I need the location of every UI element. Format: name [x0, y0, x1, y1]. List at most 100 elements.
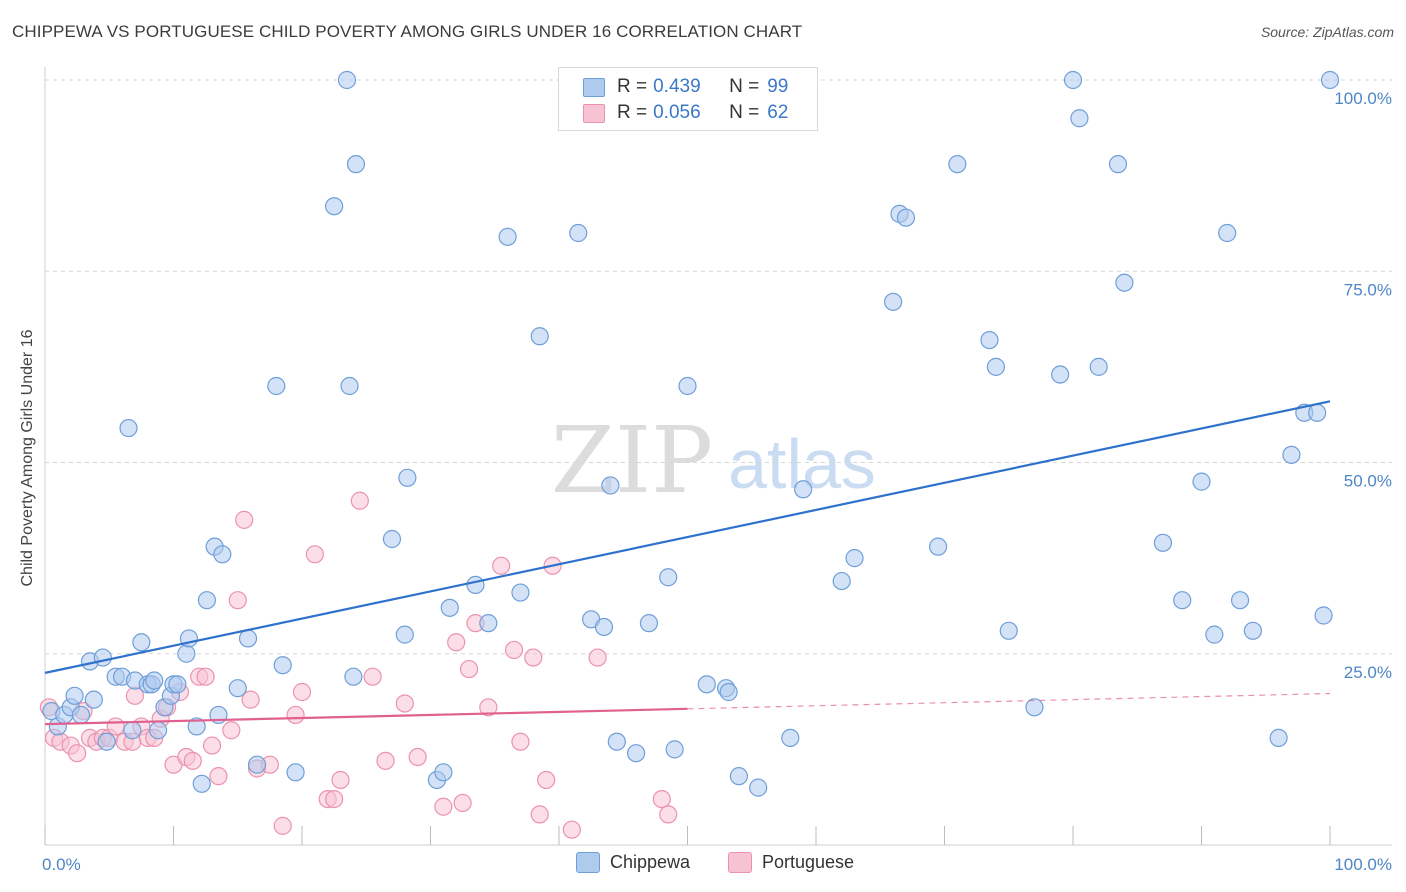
chippewa-point-8: [93, 648, 112, 667]
chippewa-point-60: [639, 614, 659, 633]
portuguese-point-35: [292, 682, 312, 702]
chippewa-point-52: [511, 583, 530, 602]
portuguese-point-42: [376, 751, 395, 770]
portuguese-point-45: [434, 797, 453, 816]
n-value-portuguese: 62: [767, 102, 789, 123]
correlation-legend: R = 0.439 N = 99 R = 0.056 N = 62: [558, 67, 818, 131]
chippewa-point-53: [530, 327, 549, 346]
chippewa-point-23: [168, 675, 187, 694]
chippewa-point-63: [678, 376, 697, 396]
n-label: N =: [729, 76, 760, 97]
y-tick-label-50: 50.0%: [1344, 472, 1392, 491]
chippewa-point-15: [132, 633, 151, 652]
chippewa-point-48: [440, 598, 459, 617]
portuguese-point-39: [331, 770, 350, 790]
chippewa-trend-line: [44, 400, 1331, 674]
chippewa-point-81: [1025, 698, 1044, 717]
chippewa-point-49: [466, 575, 485, 595]
portuguese-legend-swatch: [728, 852, 752, 873]
portuguese-point-41: [363, 667, 382, 686]
chippewa-point-13: [123, 721, 142, 740]
chippewa-point-12: [119, 418, 138, 438]
chippewa-point-88: [1153, 533, 1173, 552]
chippewa-point-71: [832, 571, 851, 591]
chippewa-point-90: [1192, 472, 1211, 491]
r-label: R =: [617, 102, 648, 123]
portuguese-point-29: [235, 510, 254, 529]
chippewa-point-42: [346, 155, 366, 174]
portuguese-point-56: [537, 770, 556, 790]
chippewa-point-82: [1051, 365, 1070, 384]
portuguese-point-22: [183, 751, 202, 770]
chippewa-legend-swatch: [576, 852, 600, 873]
portuguese-point-36: [305, 545, 324, 564]
chippewa-swatch: [583, 78, 605, 97]
chippewa-point-59: [626, 744, 646, 763]
chippewa-point-77: [948, 155, 967, 174]
legend-row-portuguese: R = 0.056 N = 62: [583, 100, 789, 126]
chippewa-point-26: [187, 717, 206, 736]
legend-row-chippewa: R = 0.439 N = 99: [583, 74, 789, 100]
legend-item-portuguese: Portuguese: [728, 852, 854, 873]
chippewa-point-92: [1218, 223, 1237, 243]
n-value-chippewa: 99: [767, 76, 789, 97]
legend-item-chippewa: Chippewa: [576, 852, 690, 873]
chippewa-point-93: [1230, 591, 1250, 610]
portuguese-point-30: [241, 690, 260, 709]
portuguese-point-55: [530, 805, 549, 824]
chippewa-point-19: [148, 721, 168, 740]
chippewa-point-38: [325, 197, 344, 216]
chippewa-point-78: [980, 331, 999, 350]
portuguese-point-24: [196, 667, 215, 686]
x-tick-label-right: 100.0%: [1334, 855, 1392, 874]
portuguese-point-26: [209, 767, 228, 786]
portuguese-point-10: [106, 717, 125, 736]
chippewa-point-80: [999, 621, 1018, 640]
chippewa-point-73: [883, 292, 903, 311]
series-legend: Chippewa Portuguese: [0, 852, 1406, 876]
chippewa-point-99: [1314, 606, 1333, 625]
chippewa-point-58: [607, 732, 626, 751]
chippewa-point-28: [197, 591, 217, 610]
chippewa-point-96: [1282, 445, 1301, 464]
chippewa-point-79: [986, 357, 1006, 376]
portuguese-point-59: [588, 648, 607, 667]
portuguese-point-51: [492, 556, 511, 575]
chippewa-point-32: [228, 679, 247, 698]
chippewa-point-33: [238, 629, 258, 648]
chippewa-point-47: [434, 763, 453, 782]
chippewa-point-7: [84, 690, 103, 709]
chippewa-point-98: [1308, 403, 1327, 422]
chippewa-point-86: [1108, 155, 1128, 174]
chippewa-point-41: [344, 667, 363, 686]
chippewa-point-34: [247, 755, 267, 774]
chippewa-point-36: [273, 656, 292, 675]
chippewa-point-76: [928, 537, 948, 556]
chippewa-point-40: [340, 376, 359, 396]
portuguese-point-40: [350, 491, 369, 510]
chippewa-point-9: [97, 732, 116, 751]
portuguese-point-48: [459, 659, 479, 679]
portuguese-point-61: [659, 805, 678, 824]
chippewa-point-75: [896, 208, 916, 227]
portuguese-point-43: [395, 694, 414, 713]
chippewa-point-45: [398, 468, 417, 487]
chippewa-point-87: [1115, 273, 1134, 292]
watermark-zip: ZIP: [551, 407, 713, 514]
chippewa-point-31: [213, 545, 232, 564]
chippewa-point-61: [659, 568, 678, 587]
chippewa-point-89: [1173, 591, 1192, 610]
chippewa-point-5: [71, 705, 91, 725]
portuguese-point-47: [453, 793, 472, 813]
portuguese-trend-line: [44, 707, 688, 726]
chart-title: CHIPPEWA VS PORTUGUESE CHILD POVERTY AMO…: [12, 22, 803, 41]
r-value-chippewa: 0.439: [653, 76, 701, 97]
chippewa-point-24: [177, 644, 196, 663]
portuguese-point-60: [652, 789, 671, 809]
portuguese-point-54: [524, 648, 543, 667]
chippewa-point-94: [1243, 621, 1263, 640]
n-label: N =: [729, 102, 760, 123]
chippewa-point-72: [845, 549, 864, 568]
r-value-portuguese: 0.056: [653, 102, 701, 123]
